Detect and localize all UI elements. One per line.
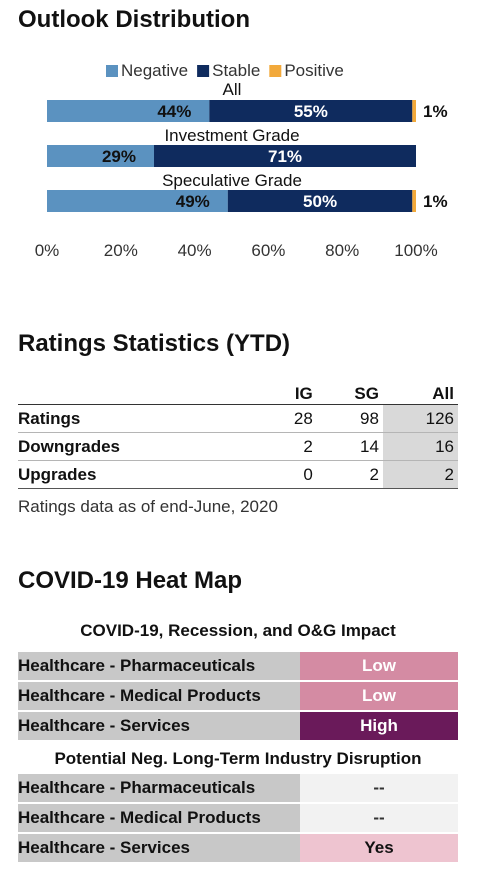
data-label: 49%: [176, 192, 210, 211]
data-label: 1%: [423, 102, 448, 121]
ratings-header-blank: [18, 380, 264, 405]
data-label: 71%: [268, 147, 302, 166]
ratings-ig-value: 2: [263, 432, 317, 461]
heat-cell: Yes: [300, 834, 458, 862]
ratings-all-value: 16: [382, 432, 458, 461]
ratings-sg-value: 14: [316, 432, 383, 461]
legend-swatch-stable: [197, 65, 210, 77]
legend-label-stable: Stable: [212, 61, 260, 80]
legend-label-positive: Positive: [284, 61, 344, 80]
heat-cell: Low: [300, 682, 458, 710]
data-label: 29%: [102, 147, 136, 166]
outlook-title: Outlook Distribution: [18, 6, 250, 33]
table-row: Healthcare - Medical Products --: [18, 804, 458, 832]
table-row: Healthcare - Services Yes: [18, 834, 458, 862]
category-label: Investment Grade: [164, 126, 299, 145]
ratings-header-sg: SG: [316, 380, 383, 405]
ratings-note: Ratings data as of end-June, 2020: [18, 497, 278, 516]
legend-swatch-positive: [269, 65, 282, 77]
heat-cell: --: [300, 804, 458, 832]
table-row: Ratings 28 98 126: [18, 404, 458, 433]
data-label: 50%: [303, 192, 337, 211]
heat-cell: High: [300, 712, 458, 740]
bar-segment-positive: [412, 190, 416, 212]
table-row: Healthcare - Services High: [18, 712, 458, 740]
heat-row-label: Healthcare - Services: [18, 834, 300, 862]
bar-segment-negative: [47, 145, 155, 167]
data-label: 55%: [294, 102, 328, 121]
ratings-title: Ratings Statistics (YTD): [18, 330, 291, 357]
table-row: Healthcare - Medical Products Low: [18, 682, 458, 710]
category-label: All: [223, 80, 242, 99]
x-tick-label: 40%: [178, 241, 212, 260]
heat-cell: --: [300, 774, 458, 802]
table-row: Downgrades 2 14 16: [18, 432, 458, 461]
ratings-header-row: IG SG All: [18, 380, 458, 405]
x-tick-label: 20%: [104, 241, 138, 260]
ratings-row-label: Ratings: [18, 404, 264, 433]
legend-label-negative: Negative: [121, 61, 188, 80]
heat-row-label: Healthcare - Pharmaceuticals: [18, 652, 300, 680]
ratings-row-label: Downgrades: [18, 432, 264, 461]
category-label: Speculative Grade: [162, 171, 302, 190]
table-row: Healthcare - Pharmaceuticals Low: [18, 652, 458, 680]
heat-row-label: Healthcare - Services: [18, 712, 300, 740]
ratings-sg-value: 2: [316, 460, 383, 489]
impact-table: Healthcare - Pharmaceuticals Low Healthc…: [18, 650, 458, 742]
data-label: 1%: [423, 192, 448, 211]
heat-row-label: Healthcare - Medical Products: [18, 682, 300, 710]
ratings-table: IG SG All Ratings 28 98 126 Downgrades 2…: [18, 380, 458, 489]
ratings-ig-value: 28: [263, 404, 317, 433]
ratings-all-value: 2: [382, 460, 458, 489]
ratings-sg-value: 98: [316, 404, 383, 433]
bar-segment-stable: [209, 100, 413, 122]
heat-row-label: Healthcare - Medical Products: [18, 804, 300, 832]
bar-segment-negative: [47, 190, 228, 212]
bar-segment-stable: [154, 145, 416, 167]
ratings-all-value: 126: [382, 404, 458, 433]
heatmap-title: COVID-19 Heat Map: [18, 567, 243, 594]
x-tick-label: 100%: [394, 241, 437, 260]
table-row: Healthcare - Pharmaceuticals --: [18, 774, 458, 802]
x-tick-label: 0%: [35, 241, 60, 260]
heat-row-label: Healthcare - Pharmaceuticals: [18, 774, 300, 802]
ratings-ig-value: 0: [263, 460, 317, 489]
outlook-chart: Negative Stable Positive All 44% 55% 1% Investm…: [35, 61, 448, 260]
x-tick-label: 60%: [251, 241, 285, 260]
table-row: Upgrades 0 2 2: [18, 460, 458, 489]
legend-swatch-negative: [106, 65, 118, 77]
disruption-table: Healthcare - Pharmaceuticals -- Healthca…: [18, 772, 458, 864]
ratings-row-label: Upgrades: [18, 460, 264, 489]
disruption-subtitle: Potential Neg. Long-Term Industry Disrup…: [54, 749, 422, 768]
heat-cell: Low: [300, 652, 458, 680]
x-tick-label: 80%: [325, 241, 359, 260]
bar-segment-negative: [47, 100, 210, 122]
bar-segment-stable: [227, 190, 413, 212]
impact-subtitle: COVID-19, Recession, and O&G Impact: [80, 621, 396, 640]
ratings-header-all: All: [382, 380, 458, 405]
data-label: 44%: [157, 102, 191, 121]
bar-segment-positive: [412, 100, 416, 122]
ratings-header-ig: IG: [263, 380, 317, 405]
